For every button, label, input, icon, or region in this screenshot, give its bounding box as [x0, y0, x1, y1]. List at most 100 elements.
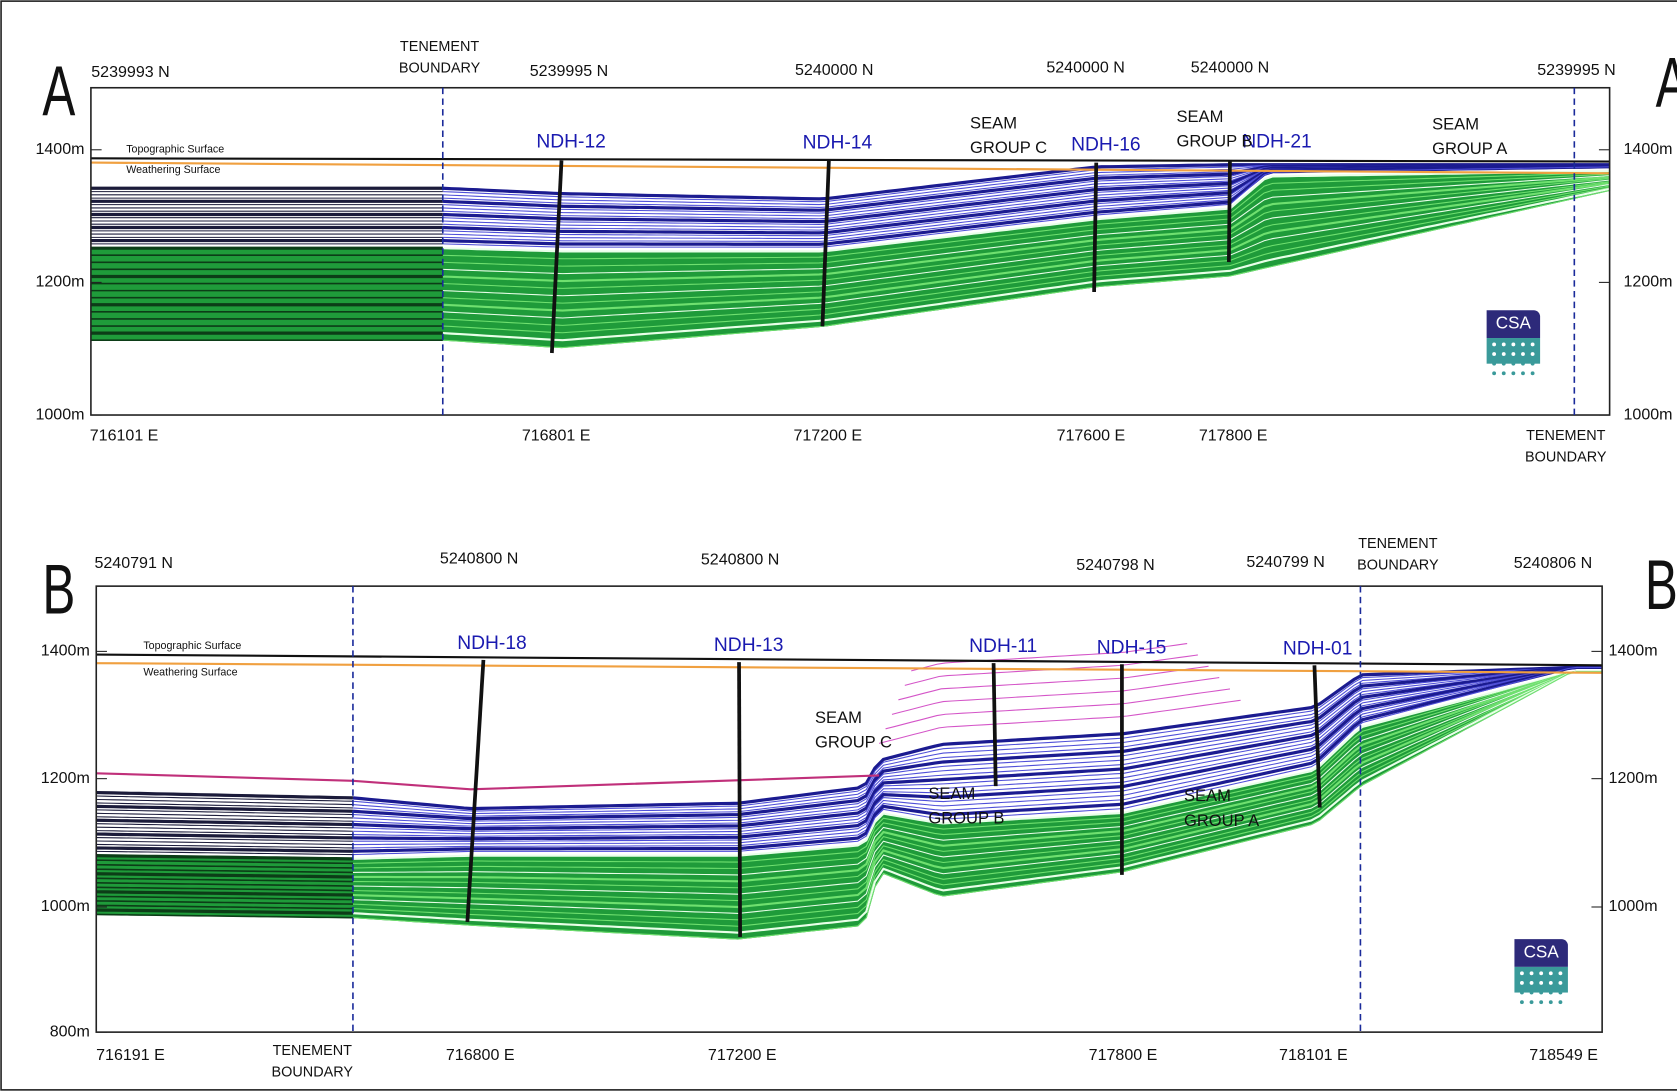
- seam-group-label: GROUP C: [970, 138, 1047, 157]
- tenement-label: TENEMENT: [273, 1043, 353, 1059]
- seam-group-label: SEAM: [928, 784, 975, 803]
- seam-line: [96, 848, 353, 851]
- logo-dot: [1549, 981, 1553, 985]
- northing: 5239995 N: [1537, 61, 1615, 79]
- logo-dot: [1531, 343, 1535, 347]
- topographic-surface: [91, 158, 1610, 161]
- easting: 717600 E: [1057, 427, 1126, 445]
- seam-group-label: SEAM: [1184, 786, 1231, 805]
- northing: 5240798 N: [1076, 556, 1154, 574]
- elevation-label: 800m: [50, 1022, 90, 1040]
- drillhole-label: NDH-01: [1283, 638, 1353, 659]
- seam-group-label: GROUP A: [1432, 139, 1508, 158]
- tenement-label: TENEMENT: [400, 39, 480, 55]
- elevation-label: 1000m: [41, 897, 90, 915]
- section-label: B': [1645, 545, 1677, 624]
- northing: 5240799 N: [1246, 553, 1324, 571]
- tenement-label: TENEMENT: [1526, 428, 1606, 444]
- seam-line: [96, 834, 353, 838]
- easting: 716800 E: [446, 1046, 515, 1064]
- drillhole-label: NDH-18: [457, 633, 527, 654]
- northing: 5239993 N: [91, 63, 169, 81]
- logo-dot: [1521, 343, 1525, 347]
- easting: 717200 E: [793, 427, 862, 445]
- surface-label: Weathering Surface: [143, 667, 237, 679]
- easting: 717800 E: [1089, 1046, 1158, 1064]
- logo-band: [1487, 338, 1540, 364]
- elevation-label: 1400m: [1609, 642, 1658, 660]
- tenement-label: TENEMENT: [1358, 536, 1438, 552]
- logo-dot: [1558, 971, 1562, 975]
- logo-dot: [1531, 362, 1535, 366]
- easting: 716101 E: [90, 427, 159, 445]
- logo-dot: [1520, 1000, 1524, 1004]
- seam-group-label: SEAM: [1176, 107, 1223, 126]
- drillhole-trace: [1229, 160, 1230, 262]
- seam-line: [96, 841, 353, 845]
- logo-dot: [1511, 371, 1515, 375]
- seam-group-label: GROUP B: [1176, 132, 1252, 151]
- section: AA'5239993 N5239995 N5240000 N5240000 N5…: [35, 39, 1677, 466]
- logo-dot: [1520, 991, 1524, 995]
- logo-dot: [1558, 981, 1562, 985]
- logo-text: CSA: [1524, 943, 1560, 962]
- seam-group-label: GROUP B: [928, 809, 1004, 828]
- drillhole-label: NDH-14: [803, 132, 873, 153]
- logo-dot: [1530, 1000, 1534, 1004]
- surface-label: Weathering Surface: [126, 164, 220, 176]
- logo-dot: [1539, 991, 1543, 995]
- northing: 5240791 N: [94, 554, 172, 572]
- seam-line: [892, 678, 1219, 715]
- drillhole-label: NDH-11: [969, 636, 1037, 657]
- section: BB'5240791 N5240800 N5240800 N5240798 N5…: [41, 536, 1677, 1080]
- logo-dot: [1520, 971, 1524, 975]
- elevation-label: 1200m: [41, 769, 90, 787]
- easting: 717800 E: [1199, 427, 1268, 445]
- drillhole-label: NDH-15: [1097, 637, 1167, 658]
- logo-dot: [1539, 981, 1543, 985]
- tenement-label: BOUNDARY: [272, 1065, 354, 1081]
- logo-dot: [1492, 343, 1496, 347]
- logo-dot: [1549, 971, 1553, 975]
- drillhole-trace: [994, 663, 996, 786]
- northing: 5240806 N: [1514, 554, 1592, 572]
- seam-group-label: GROUP A: [1184, 811, 1260, 830]
- elevation-label: 1400m: [1624, 140, 1673, 158]
- elevation-label: 1000m: [35, 405, 84, 423]
- logo-dot: [1549, 1000, 1553, 1004]
- surface-label: Topographic Surface: [143, 640, 241, 652]
- logo-dot: [1539, 1000, 1543, 1004]
- elevation-label: 1400m: [35, 140, 84, 158]
- drillhole-label: NDH-21: [1242, 131, 1312, 152]
- elevation-label: 1200m: [1609, 769, 1658, 787]
- page: AA'5239993 N5239995 N5240000 N5240000 N5…: [0, 0, 1677, 1091]
- seam-group-label: GROUP C: [815, 733, 892, 752]
- logo-dot: [1539, 971, 1543, 975]
- elevation-label: 1000m: [1624, 405, 1673, 423]
- easting: 717200 E: [708, 1046, 777, 1064]
- logo-dot: [1492, 362, 1496, 366]
- easting: 716801 E: [522, 427, 591, 445]
- tenement-label: BOUNDARY: [399, 60, 481, 76]
- logo-dot: [1520, 981, 1524, 985]
- logo-dot: [1502, 352, 1506, 356]
- logo-dot: [1502, 343, 1506, 347]
- surface-label: Topographic Surface: [126, 144, 224, 156]
- seam-group-label: SEAM: [1432, 115, 1479, 134]
- easting: 716191 E: [96, 1046, 165, 1064]
- logo-dot: [1530, 991, 1534, 995]
- logo-dot: [1492, 371, 1496, 375]
- drillhole-label: NDH-13: [714, 635, 784, 656]
- elevation-label: 1200m: [1624, 273, 1673, 291]
- drillhole-trace: [739, 662, 740, 937]
- logo-dot: [1549, 991, 1553, 995]
- logo-dot: [1531, 371, 1535, 375]
- logo-dot: [1521, 371, 1525, 375]
- drillhole-trace: [1094, 163, 1096, 292]
- logo-text: CSA: [1496, 314, 1532, 333]
- drillhole-label: NDH-16: [1071, 135, 1141, 156]
- northing: 5240800 N: [440, 550, 518, 568]
- logo-dot: [1511, 352, 1515, 356]
- logo-dot: [1530, 981, 1534, 985]
- northing: 5240000 N: [1191, 59, 1269, 77]
